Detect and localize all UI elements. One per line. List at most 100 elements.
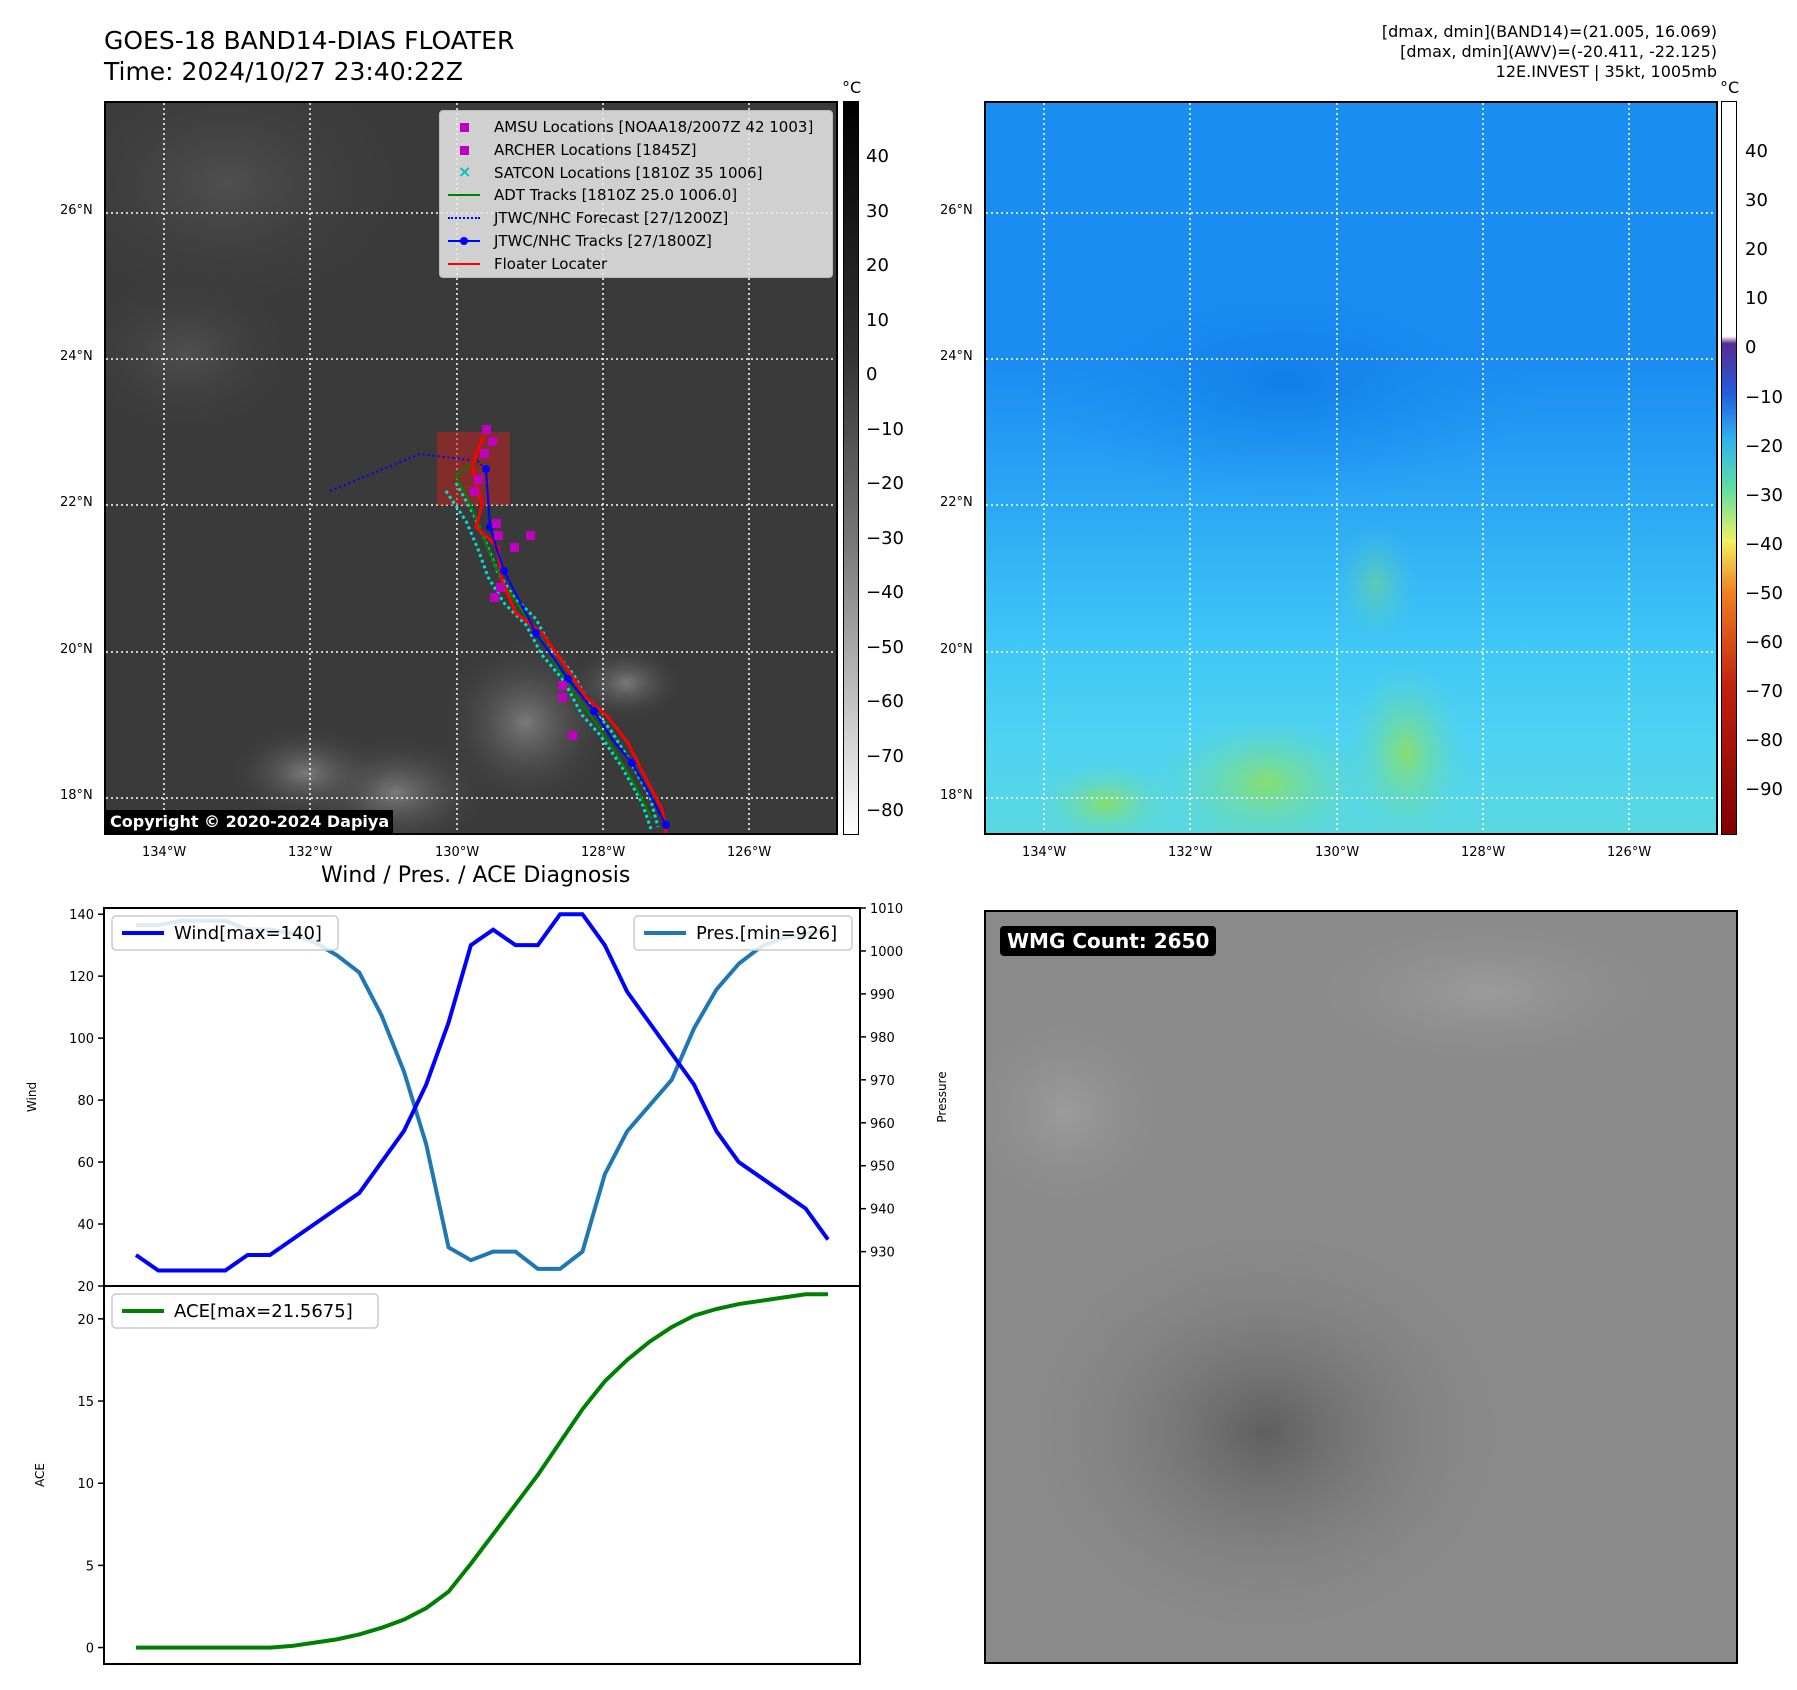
legend-item: Floater Locater (446, 254, 607, 274)
legend-marker-icon (446, 188, 482, 202)
wind-tick-label: 20 (77, 1280, 94, 1295)
colorbar-tick: 40 (866, 146, 889, 167)
map-legend: AMSU Locations [NOAA18/2007Z 42 1003] ARC… (439, 110, 833, 278)
wind-tick-label: 60 (77, 1156, 94, 1171)
colorbar-tick: −60 (866, 691, 904, 712)
left-lon-label: 128°W (581, 845, 626, 860)
ace-tick-label: 0 (86, 1642, 94, 1657)
wind-tick-label: 80 (77, 1094, 94, 1109)
svg-text:Pres.[min=926]: Pres.[min=926] (696, 923, 837, 944)
forecast-track (329, 452, 485, 492)
archer-points (470, 425, 577, 740)
info-line-2: [dmax, dmin](AWV)=(-20.411, -22.125) (1400, 42, 1717, 61)
jtwc-points (482, 465, 670, 829)
legend-marker-icon: × (458, 161, 472, 181)
ace-tick-label: 20 (77, 1313, 94, 1328)
awv-map-svg (986, 103, 1716, 833)
legend-item: AMSU Locations [NOAA18/2007Z 42 1003] (446, 117, 813, 137)
copyright-label: Copyright © 2020-2024 Dapiya (106, 810, 394, 833)
title-line-1: GOES-18 BAND14-DIAS FLOATER (104, 26, 515, 55)
wind-axes (103, 907, 861, 1287)
legend-label: SATCON Locations [1810Z 35 1006] (494, 163, 763, 182)
pressure-axis-label: Pressure (935, 1071, 949, 1122)
legend-label: AMSU Locations [NOAA18/2007Z 42 1003] (494, 118, 814, 136)
pres-tick-label: 990 (870, 988, 895, 1003)
colorbar-tick: −80 (1745, 730, 1783, 752)
colorbar-tick: −50 (1745, 582, 1783, 604)
satcon-track (444, 490, 653, 830)
legend-item: × SATCON Locations [1810Z 35 1006] (446, 161, 763, 183)
right-lon-label: 126°W (1607, 845, 1652, 860)
right-lon-label: 132°W (1168, 845, 1213, 860)
wmg-svg (986, 912, 1706, 1652)
pressure-legend: Pres.[min=926] (633, 915, 853, 951)
right-lon-label: 128°W (1461, 845, 1506, 860)
colorbar-tick: −60 (1745, 632, 1783, 653)
colorbar-tick: 0 (866, 364, 878, 385)
colorbar-tick: −50 (866, 636, 904, 658)
title-line-2: Time: 2024/10/27 23:40:22Z (104, 57, 463, 86)
legend-label: ADT Tracks [1810Z 25.0 1006.0] (494, 186, 738, 205)
info-block: [dmax, dmin](BAND14)=(21.005, 16.069) [d… (1382, 22, 1717, 82)
ace-tick-label: 5 (86, 1559, 94, 1574)
right-lat-label: 20°N (940, 642, 973, 657)
legend-item: ADT Tracks [1810Z 25.0 1006.0] (446, 185, 737, 205)
right-lon-label: 134°W (1022, 845, 1067, 860)
wind-legend: Wind[max=140] (111, 915, 339, 951)
left-lat-label: 24°N (60, 349, 93, 364)
legend-marker-icon (446, 120, 482, 134)
info-line-3: 12E.INVEST | 35kt, 1005mb (1495, 62, 1717, 81)
left-lat-label: 22°N (60, 495, 93, 510)
pres-tick-label: 950 (870, 1160, 895, 1175)
pres-tick-label: 1010 (870, 902, 903, 917)
colorbar-tick: 30 (1745, 190, 1768, 212)
right-lat-label: 24°N (940, 349, 973, 364)
right-lat-label: 22°N (940, 495, 973, 510)
wmg-panel: WMG Count: 2650 (984, 910, 1738, 1664)
ace-tick-label: 10 (77, 1477, 94, 1492)
floater-locater-track (470, 434, 668, 833)
pres-tick-label: 960 (870, 1117, 895, 1132)
svg-text:ACE[max=21.5675]: ACE[max=21.5675] (174, 1301, 353, 1322)
right-lat-label: 26°N (940, 203, 973, 218)
colorbar-left (843, 101, 859, 835)
colorbar-tick: 20 (866, 255, 889, 276)
colorbar-right-unit: °C (1720, 78, 1740, 97)
left-lon-label: 134°W (142, 845, 187, 860)
svg-text:Wind[max=140]: Wind[max=140] (174, 923, 322, 944)
colorbar-tick: −90 (1745, 779, 1783, 801)
colorbar-tick: −40 (866, 582, 904, 603)
ir-map-panel: AMSU Locations [NOAA18/2007Z 42 1003] ARC… (104, 101, 838, 835)
colorbar-tick: −70 (1745, 681, 1783, 703)
legend-label: JTWC/NHC Tracks [27/1800Z] (494, 232, 712, 250)
legend-marker-icon (446, 143, 482, 157)
colorbar-tick: 10 (1745, 288, 1768, 310)
left-lon-label: 130°W (435, 845, 480, 860)
colorbar-right (1721, 101, 1737, 835)
pres-tick-label: 980 (870, 1031, 895, 1046)
wind-tick-label: 40 (77, 1218, 94, 1233)
legend-label: JTWC/NHC Forecast [27/1200Z] (494, 209, 729, 228)
colorbar-tick: 20 (1745, 239, 1768, 261)
colorbar-tick: −70 (866, 745, 904, 767)
left-lon-label: 132°W (288, 845, 333, 860)
ace-axis-label: ACE (33, 1463, 47, 1487)
colorbar-tick: −10 (866, 418, 904, 440)
legend-marker-icon (446, 234, 482, 248)
legend-label: ARCHER Locations [1845Z] (494, 140, 697, 159)
legend-item: ARCHER Locations [1845Z] (446, 140, 697, 160)
left-lat-label: 20°N (60, 642, 93, 657)
legend-marker-icon (446, 211, 482, 225)
colorbar-tick: 40 (1745, 141, 1768, 162)
chart-title: GOES-18 BAND14-DIAS FLOATER Time: 2024/1… (104, 25, 514, 87)
ace-legend: ACE[max=21.5675] (111, 1293, 379, 1329)
wind-series-line (134, 912, 830, 1273)
colorbar-tick: 30 (866, 200, 889, 222)
wind-tick-label: 120 (69, 970, 94, 985)
awv-map-panel (984, 101, 1718, 835)
right-lon-label: 130°W (1315, 845, 1360, 860)
left-lon-label: 126°W (727, 845, 772, 860)
legend-marker-icon (446, 257, 482, 271)
ace-series-line (136, 1292, 828, 1650)
jtwc-track (485, 468, 667, 826)
